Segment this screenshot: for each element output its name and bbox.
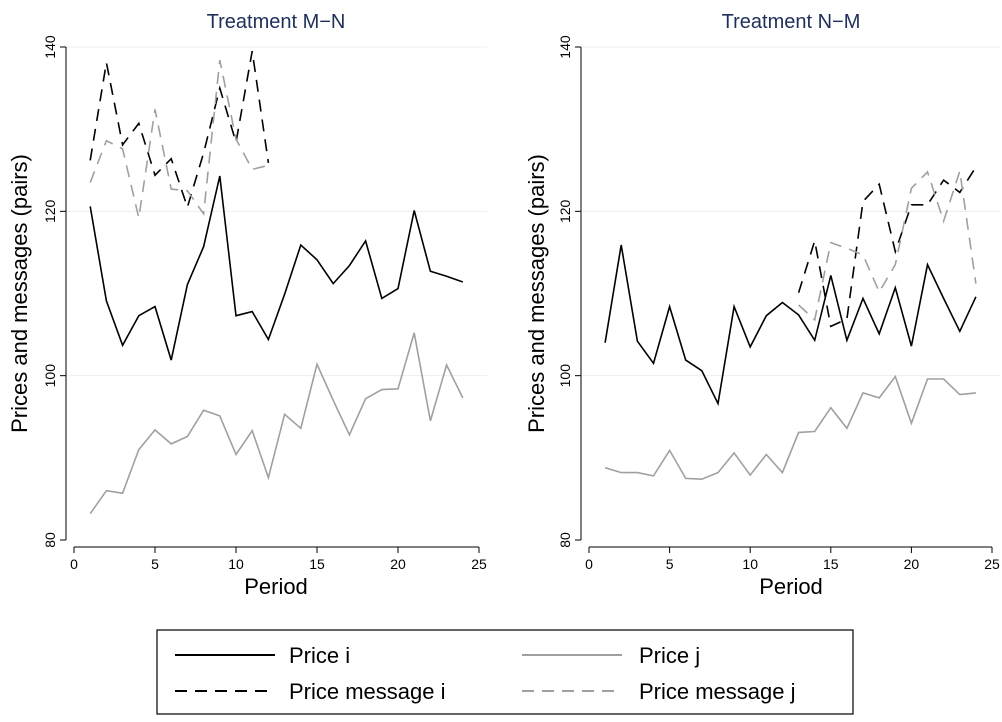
y-tick-label: 100 — [42, 364, 58, 388]
x-tick-label: 0 — [585, 556, 593, 572]
x-tick-label: 20 — [904, 556, 920, 572]
panel-treatment-mn: Treatment M−N Prices and messages (pairs… — [7, 11, 487, 599]
series-line-price-i — [89, 175, 464, 361]
x-tick-label: 5 — [666, 556, 674, 572]
y-axis-label: Prices and messages (pairs) — [524, 154, 549, 433]
legend-label: Price j — [639, 643, 700, 668]
legend-box — [156, 629, 854, 715]
x-tick-label: 25 — [471, 556, 487, 572]
legend-item-price-i: Price i — [175, 643, 350, 668]
panel-treatment-nm: Treatment N−M Prices and messages (pairs… — [524, 11, 1000, 599]
legend-label: Price message i — [289, 679, 446, 704]
legend-label: Price i — [289, 643, 350, 668]
legend-item-price-j: Price j — [522, 643, 700, 668]
x-tick-label: 25 — [984, 556, 1000, 572]
series-line-price-message-i — [89, 50, 270, 210]
y-tick-label: 140 — [42, 35, 58, 59]
series-line-price-message-j — [89, 59, 269, 219]
series-line-price-j — [89, 332, 464, 515]
series-line-price-message-j — [798, 170, 977, 322]
legend-item-price-message-i: Price message i — [175, 679, 446, 704]
x-tick-label: 15 — [823, 556, 839, 572]
x-tick-label: 10 — [228, 556, 244, 572]
chart-title: Treatment N−M — [722, 11, 861, 33]
y-tick-label: 120 — [42, 199, 58, 223]
x-tick-label: 5 — [151, 556, 159, 572]
y-tick-label: 80 — [557, 532, 573, 548]
x-tick-label: 0 — [70, 556, 78, 572]
legend-item-price-message-j: Price message j — [522, 679, 796, 704]
y-tick-label: 140 — [557, 35, 573, 59]
x-axis-label: Period — [759, 574, 823, 599]
series-line-price-j — [604, 374, 976, 481]
y-axis-label: Prices and messages (pairs) — [7, 154, 32, 433]
y-tick-label: 120 — [557, 199, 573, 223]
series-line-price-i — [604, 244, 977, 407]
y-tick-label: 100 — [557, 364, 573, 388]
x-tick-label: 10 — [742, 556, 758, 572]
series-line-price-message-i — [797, 166, 977, 328]
chart-title: Treatment M−N — [207, 11, 346, 33]
x-tick-label: 20 — [390, 556, 406, 572]
x-tick-label: 15 — [309, 556, 325, 572]
x-axis-label: Period — [244, 574, 308, 599]
y-tick-label: 80 — [42, 532, 58, 548]
legend: Price i Price j Price message i Price me… — [156, 629, 854, 715]
legend-label: Price message j — [639, 679, 796, 704]
